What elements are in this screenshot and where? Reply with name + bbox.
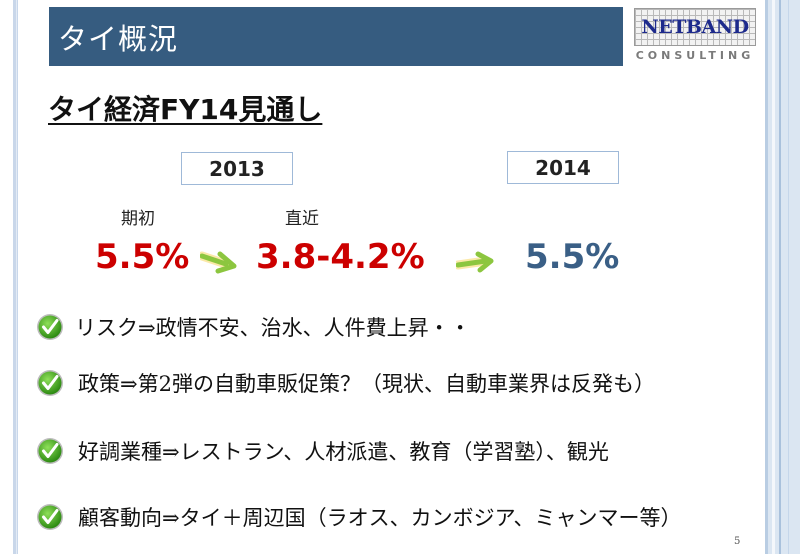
bullet-text: 政策⇒第2弾の自動車販促策？（現状、自動車業界は反発も） <box>78 372 655 396</box>
page-number: 5 <box>734 536 741 547</box>
check-icon <box>37 504 63 530</box>
right-border-line <box>788 0 789 554</box>
bullet-item-customers: 顧客動向⇒タイ＋周辺国（ラオス、カンボジア、ミャンマー等） <box>36 502 682 532</box>
check-icon <box>37 314 63 340</box>
bullet-text: リスク⇒政情不安、治水、人件費上昇・・ <box>75 316 471 340</box>
bullet-text: 顧客動向⇒タイ＋周辺国（ラオス、カンボジア、ミャンマー等） <box>78 506 682 530</box>
arrow-right-icon <box>200 251 237 274</box>
slide-title: タイ概況 <box>58 22 179 56</box>
label-initial: 期初 <box>121 209 155 229</box>
bullet-item-risk: リスク⇒政情不安、治水、人件費上昇・・ <box>36 312 471 342</box>
check-icon <box>37 438 63 464</box>
rate-initial-2013: 5.5% <box>95 237 190 277</box>
arrow-right-icon <box>456 251 494 273</box>
bullet-item-policy: 政策⇒第2弾の自動車販促策？（現状、自動車業界は反発も） <box>36 368 655 398</box>
netband-logo: NETBAND CONSULTING <box>634 8 756 64</box>
right-border-line <box>779 0 781 554</box>
bullet-item-industries: 好調業種⇒レストラン、人材派遣、教育（学習塾）、観光 <box>36 436 609 466</box>
label-recent: 直近 <box>285 209 319 229</box>
year-box-2014: 2014 <box>507 151 619 184</box>
right-border-band <box>765 0 800 554</box>
rate-forecast-2014: 5.5% <box>525 237 620 277</box>
slide-subtitle: タイ経済FY14見通し <box>48 93 323 126</box>
left-border-highlight <box>16 0 17 554</box>
logo-tagline: CONSULTING <box>635 49 755 62</box>
logo-grid <box>634 8 756 46</box>
year-box-2013: 2013 <box>181 152 293 185</box>
rate-recent-2013: 3.8-4.2% <box>256 237 425 277</box>
right-border-line <box>765 0 768 554</box>
bullet-text: 好調業種⇒レストラン、人材派遣、教育（学習塾）、観光 <box>78 440 609 464</box>
logo-name: NETBAND <box>641 16 749 38</box>
left-border <box>13 0 18 554</box>
title-bar <box>49 7 623 66</box>
right-border-line <box>772 0 775 554</box>
check-icon <box>37 370 63 396</box>
